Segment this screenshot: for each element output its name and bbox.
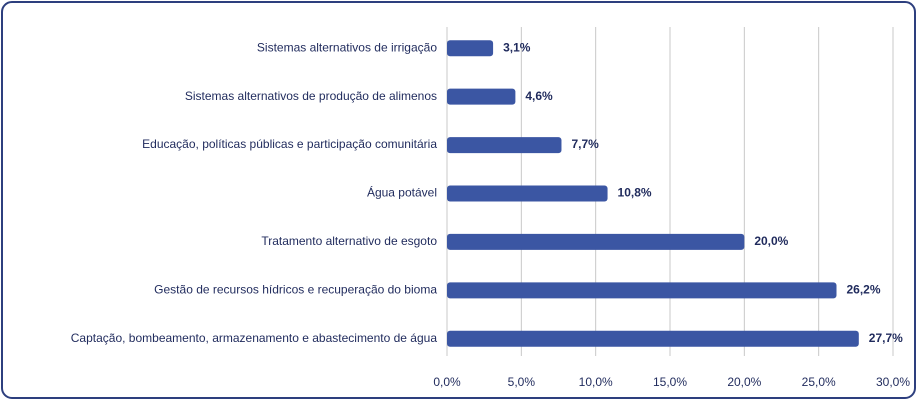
- value-label: 4,6%: [525, 89, 553, 103]
- bar: [447, 282, 837, 299]
- bar: [447, 185, 608, 202]
- x-tick-label: 20,0%: [727, 375, 761, 389]
- category-label: Água potável: [367, 185, 437, 200]
- x-tick-label: 15,0%: [653, 375, 687, 389]
- value-label: 27,7%: [869, 331, 903, 345]
- bar: [447, 330, 859, 347]
- bar: [447, 137, 562, 154]
- x-tick-label: 0,0%: [433, 375, 461, 389]
- x-tick-label: 10,0%: [579, 375, 613, 389]
- category-label: Captação, bombeamento, armazenamento e a…: [71, 331, 438, 345]
- category-label: Gestão de recursos hídricos e recuperaçã…: [154, 283, 437, 297]
- x-tick-label: 30,0%: [876, 375, 910, 389]
- bar: [447, 40, 494, 57]
- bar: [447, 88, 516, 105]
- category-label: Educação, políticas públicas e participa…: [142, 137, 437, 151]
- x-tick-label: 25,0%: [802, 375, 836, 389]
- x-tick-label: 5,0%: [508, 375, 536, 389]
- value-label: 7,7%: [571, 137, 599, 151]
- category-label: Sistemas alternativos de produção de ali…: [185, 89, 437, 103]
- value-label: 10,8%: [618, 186, 652, 200]
- value-label: 3,1%: [503, 40, 531, 54]
- category-label: Tratamento alternativo de esgoto: [261, 234, 437, 248]
- value-label: 20,0%: [754, 234, 788, 248]
- category-label: Sistemas alternativos de irrigação: [257, 40, 437, 54]
- bar: [447, 233, 745, 250]
- value-label: 26,2%: [847, 283, 881, 297]
